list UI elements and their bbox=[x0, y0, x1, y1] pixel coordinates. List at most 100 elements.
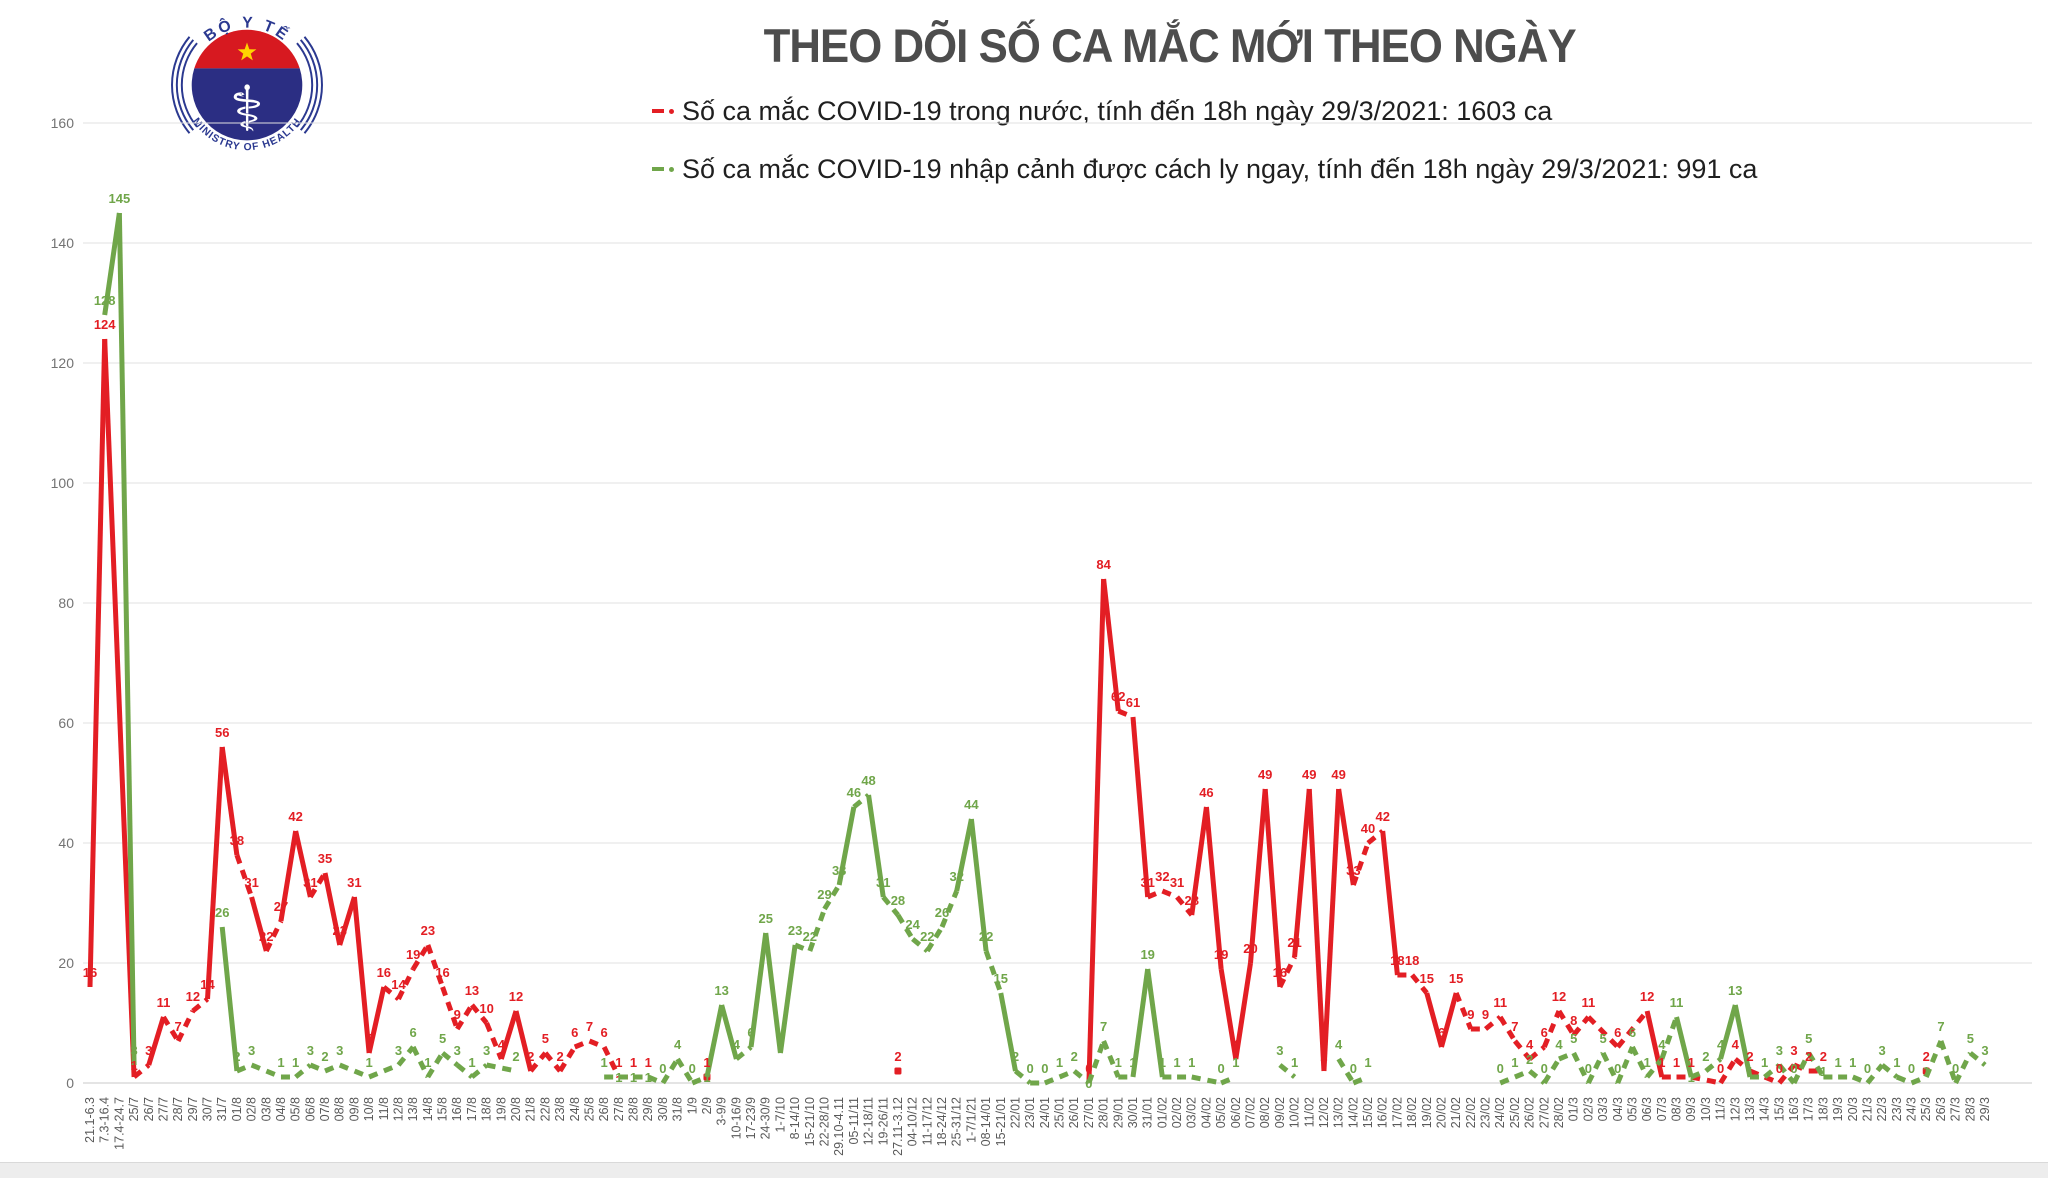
value-label-domestic: 5 bbox=[542, 1031, 549, 1046]
y-tick-label: 120 bbox=[51, 355, 75, 371]
value-label-imported: 5 bbox=[1570, 1031, 1577, 1046]
value-label-domestic: 3 bbox=[1790, 1043, 1797, 1058]
x-tick-label: 07/3 bbox=[1655, 1097, 1669, 1121]
value-label-domestic: 9 bbox=[1482, 1007, 1489, 1022]
x-tick-label: 26/8 bbox=[597, 1097, 611, 1121]
value-label-imported: 5 bbox=[1805, 1031, 1812, 1046]
x-tick-label: 04/3 bbox=[1611, 1097, 1625, 1121]
value-label-domestic: 38 bbox=[230, 833, 244, 848]
value-label-imported: 1 bbox=[1115, 1055, 1122, 1070]
value-label-imported: 0 bbox=[1027, 1061, 1034, 1076]
x-tick-label: 06/8 bbox=[303, 1097, 317, 1121]
value-label-imported: 33 bbox=[832, 863, 846, 878]
value-label-imported: 3 bbox=[307, 1043, 314, 1058]
x-tick-label: 3-9/9 bbox=[715, 1097, 729, 1126]
value-label-domestic: 49 bbox=[1331, 767, 1345, 782]
value-label-domestic: 6 bbox=[1438, 1025, 1445, 1040]
value-label-imported: 1 bbox=[645, 1070, 652, 1085]
value-label-imported: 4 bbox=[733, 1037, 741, 1052]
x-tick-label: 1-7/10 bbox=[773, 1097, 787, 1132]
data-point bbox=[894, 1067, 902, 1075]
x-tick-label: 28/8 bbox=[627, 1097, 641, 1121]
value-label-imported: 2 bbox=[512, 1049, 519, 1064]
value-label-imported: 46 bbox=[847, 785, 861, 800]
value-label-domestic: 2 bbox=[1746, 1049, 1753, 1064]
x-tick-label: 29/3 bbox=[1978, 1097, 1992, 1121]
x-tick-label: 27/3 bbox=[1949, 1097, 1963, 1121]
value-label-domestic: 10 bbox=[479, 1001, 493, 1016]
y-tick-label: 0 bbox=[66, 1075, 74, 1091]
y-tick-label: 100 bbox=[51, 475, 75, 491]
x-tick-label: 05/02 bbox=[1214, 1097, 1228, 1128]
value-label-domestic: 11 bbox=[157, 995, 171, 1010]
value-label-imported: 5 bbox=[439, 1031, 446, 1046]
x-tick-label: 13/8 bbox=[406, 1097, 420, 1121]
x-tick-label: 09/3 bbox=[1684, 1097, 1698, 1121]
value-label-imported: 0 bbox=[689, 1061, 696, 1076]
value-label-domestic: 6 bbox=[571, 1025, 578, 1040]
value-label-imported: 6 bbox=[747, 1025, 754, 1040]
value-label-domestic: 9 bbox=[454, 1007, 461, 1022]
x-tick-label: 11/02 bbox=[1302, 1097, 1316, 1127]
x-tick-label: 31/7 bbox=[215, 1097, 229, 1121]
x-tick-label: 03/3 bbox=[1596, 1097, 1610, 1121]
legend-marker-domestic bbox=[652, 108, 674, 114]
value-label-domestic: 1 bbox=[645, 1055, 652, 1070]
x-tick-label: 11/3 bbox=[1714, 1097, 1728, 1120]
value-label-imported: 1 bbox=[615, 1070, 622, 1085]
value-label-imported: 32 bbox=[949, 869, 963, 884]
value-label-domestic: 14 bbox=[391, 977, 406, 992]
x-tick-label: 11/8 bbox=[377, 1097, 391, 1120]
x-tick-label: 14/3 bbox=[1758, 1097, 1772, 1121]
value-label-domestic: 19 bbox=[406, 947, 420, 962]
value-label-imported: 23 bbox=[788, 923, 802, 938]
x-tick-label: 30/7 bbox=[201, 1097, 215, 1121]
x-tick-label: 02/02 bbox=[1170, 1097, 1184, 1128]
x-tick-label: 24/02 bbox=[1493, 1097, 1507, 1128]
x-tick-label: 19-26/11 bbox=[876, 1097, 890, 1145]
value-label-domestic: 32 bbox=[1155, 869, 1169, 884]
value-label-imported: 1 bbox=[1820, 1064, 1827, 1079]
x-tick-label: 29/01 bbox=[1111, 1097, 1125, 1128]
x-tick-label: 04/8 bbox=[274, 1097, 288, 1121]
value-label-domestic: 1 bbox=[630, 1055, 637, 1070]
value-label-imported: 3 bbox=[1981, 1043, 1988, 1058]
y-tick-label: 80 bbox=[58, 595, 74, 611]
x-tick-label: 21/02 bbox=[1449, 1097, 1463, 1128]
value-label-domestic: 1 bbox=[130, 1058, 137, 1073]
logo-blue-field bbox=[191, 68, 303, 141]
value-label-imported: 1 bbox=[1056, 1055, 1063, 1070]
y-tick-label: 60 bbox=[58, 715, 74, 731]
value-label-domestic: 4 bbox=[498, 1037, 506, 1052]
x-tick-label: 24/3 bbox=[1905, 1097, 1919, 1121]
value-label-imported: 0 bbox=[1952, 1061, 1959, 1076]
x-tick-label: 09/8 bbox=[347, 1097, 361, 1121]
y-tick-label: 40 bbox=[58, 835, 74, 851]
x-tick-label: 25/8 bbox=[582, 1097, 596, 1121]
x-tick-label: 15/02 bbox=[1361, 1097, 1375, 1128]
value-label-imported: 6 bbox=[1629, 1025, 1636, 1040]
value-label-domestic: 31 bbox=[1170, 875, 1184, 890]
x-tick-label: 31/8 bbox=[671, 1097, 685, 1121]
value-label-imported: 4 bbox=[1335, 1037, 1343, 1052]
x-tick-label: 14/02 bbox=[1346, 1097, 1360, 1128]
value-label-domestic: 31 bbox=[1140, 875, 1154, 890]
x-tick-label: 01/8 bbox=[230, 1097, 244, 1121]
value-label-imported: 5 bbox=[777, 1031, 784, 1046]
value-label-domestic: 13 bbox=[465, 983, 479, 998]
x-tick-label: 12/02 bbox=[1317, 1097, 1331, 1128]
value-label-imported: 2 bbox=[321, 1049, 328, 1064]
value-label-domestic: 28 bbox=[1185, 893, 1199, 908]
x-tick-label: 14/8 bbox=[421, 1097, 435, 1121]
value-label-domestic: 14 bbox=[200, 977, 215, 992]
value-label-domestic: 2 bbox=[1805, 1049, 1812, 1064]
value-label-imported: 25 bbox=[759, 911, 773, 926]
legend-item-imported: Số ca mắc COVID-19 nhập cảnh được cách l… bbox=[652, 150, 1757, 188]
x-tick-label: 28/01 bbox=[1097, 1097, 1111, 1128]
value-label-domestic: 62 bbox=[1111, 689, 1125, 704]
x-tick-label: 16/3 bbox=[1787, 1097, 1801, 1121]
value-label-domestic: 16 bbox=[83, 965, 97, 980]
value-label-domestic: 18 bbox=[1405, 953, 1419, 968]
value-label-domestic: 1 bbox=[1688, 1055, 1695, 1070]
